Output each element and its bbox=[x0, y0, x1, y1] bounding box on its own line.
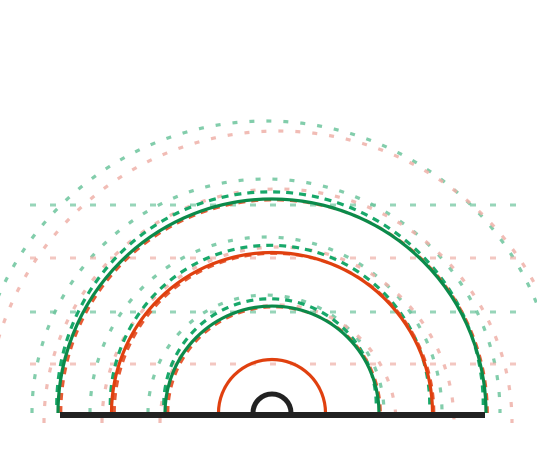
solid-arc-orange-3 bbox=[109, 250, 435, 414]
faint-arc-pink_light-4 bbox=[0, 129, 537, 340]
faint-arc-green_light-1 bbox=[146, 293, 386, 414]
solid-arc-green-4 bbox=[56, 197, 488, 414]
faint-arc-green_light-2 bbox=[88, 235, 444, 414]
dashed-arc-green-2 bbox=[108, 243, 432, 406]
dashed-arc-orange-2 bbox=[112, 251, 436, 414]
solid-arc-orange-1 bbox=[216, 357, 328, 414]
faint-arcs-layer bbox=[0, 119, 537, 424]
dashed-arcs-layer bbox=[55, 190, 489, 414]
solid-arcs-layer bbox=[56, 197, 488, 414]
center-semicircle-marker bbox=[250, 391, 294, 414]
faint-arc-green_light-4 bbox=[0, 119, 537, 309]
faint-arc-pink_light-2 bbox=[100, 245, 456, 424]
dashed-arc-green-1 bbox=[162, 297, 378, 406]
solid-arc-green-2 bbox=[163, 304, 381, 414]
base-layer bbox=[60, 391, 485, 418]
